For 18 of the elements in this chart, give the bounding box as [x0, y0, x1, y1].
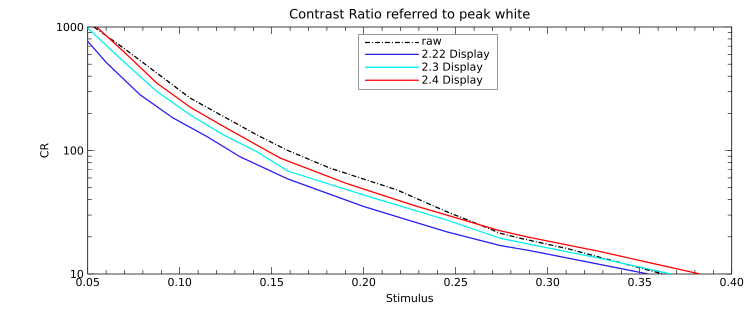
- x-tick-label: 0.10: [168, 278, 192, 286]
- x-tick-label: 0.05: [76, 278, 99, 286]
- y-tick-label: 1000: [57, 22, 84, 32]
- x-tick-label: 0.25: [444, 278, 467, 286]
- chart-title: Contrast Ratio referred to peak white: [290, 8, 530, 22]
- y-tick-label: 10: [71, 270, 84, 278]
- x-axis-title: Stimulus: [386, 294, 433, 302]
- legend-label: 2.3 Display: [422, 62, 482, 73]
- legend-label: 2.22 Display: [422, 49, 490, 60]
- legend-label: 2.4 Display: [422, 75, 482, 86]
- y-axis-title: CR: [40, 143, 48, 158]
- x-tick-label: 0.20: [352, 278, 376, 286]
- x-tick-label: 0.30: [536, 278, 560, 286]
- y-tick-label: 100: [64, 146, 84, 155]
- x-tick-label: 0.35: [628, 278, 651, 286]
- x-tick-label: 0.40: [720, 278, 744, 286]
- legend-label: raw: [422, 38, 442, 45]
- x-tick-label: 0.15: [260, 278, 283, 286]
